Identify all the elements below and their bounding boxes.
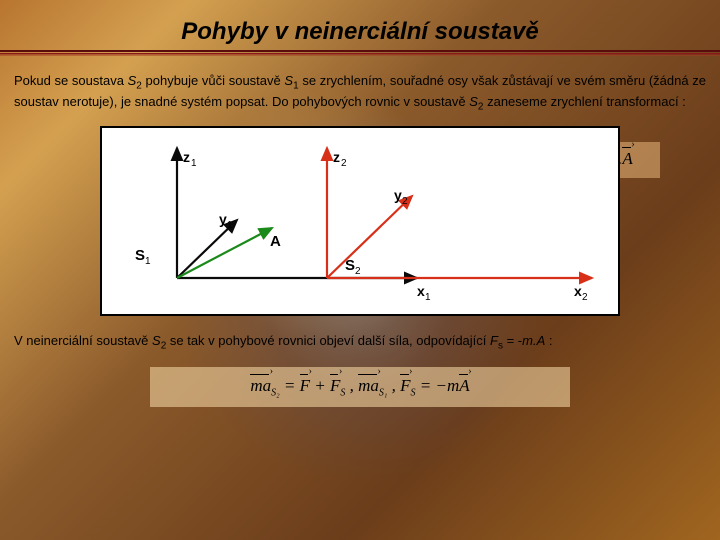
svg-text:1: 1 <box>191 158 197 169</box>
svg-text:1: 1 <box>425 292 431 303</box>
svg-text:y: y <box>219 211 227 227</box>
svg-text:z: z <box>333 149 340 165</box>
svg-text:2: 2 <box>582 292 588 303</box>
svg-text:z: z <box>183 149 190 165</box>
svg-text:x: x <box>417 283 425 299</box>
coordinate-diagram: z1y1x1S1z2y2x2S2A <box>100 126 620 316</box>
svg-text:2: 2 <box>355 266 361 277</box>
svg-text:y: y <box>394 187 402 203</box>
equation-bottom: maS₂ = F + FS , maS₁ , FS = −mA <box>150 367 570 407</box>
title-underline <box>0 50 720 56</box>
paragraph-2: V neinerciální soustavě S2 se tak v pohy… <box>0 322 720 359</box>
svg-text:S: S <box>345 257 355 274</box>
svg-text:2: 2 <box>402 196 408 207</box>
svg-text:S: S <box>135 247 145 264</box>
svg-text:A: A <box>270 233 281 250</box>
page-title: Pohyby v neinerciální soustavě <box>0 18 720 46</box>
svg-text:2: 2 <box>341 158 347 169</box>
svg-text:1: 1 <box>227 220 233 231</box>
svg-text:x: x <box>574 283 582 299</box>
svg-text:1: 1 <box>145 256 151 267</box>
paragraph-1: Pokud se soustava S2 pohybuje vůči soust… <box>0 62 720 120</box>
